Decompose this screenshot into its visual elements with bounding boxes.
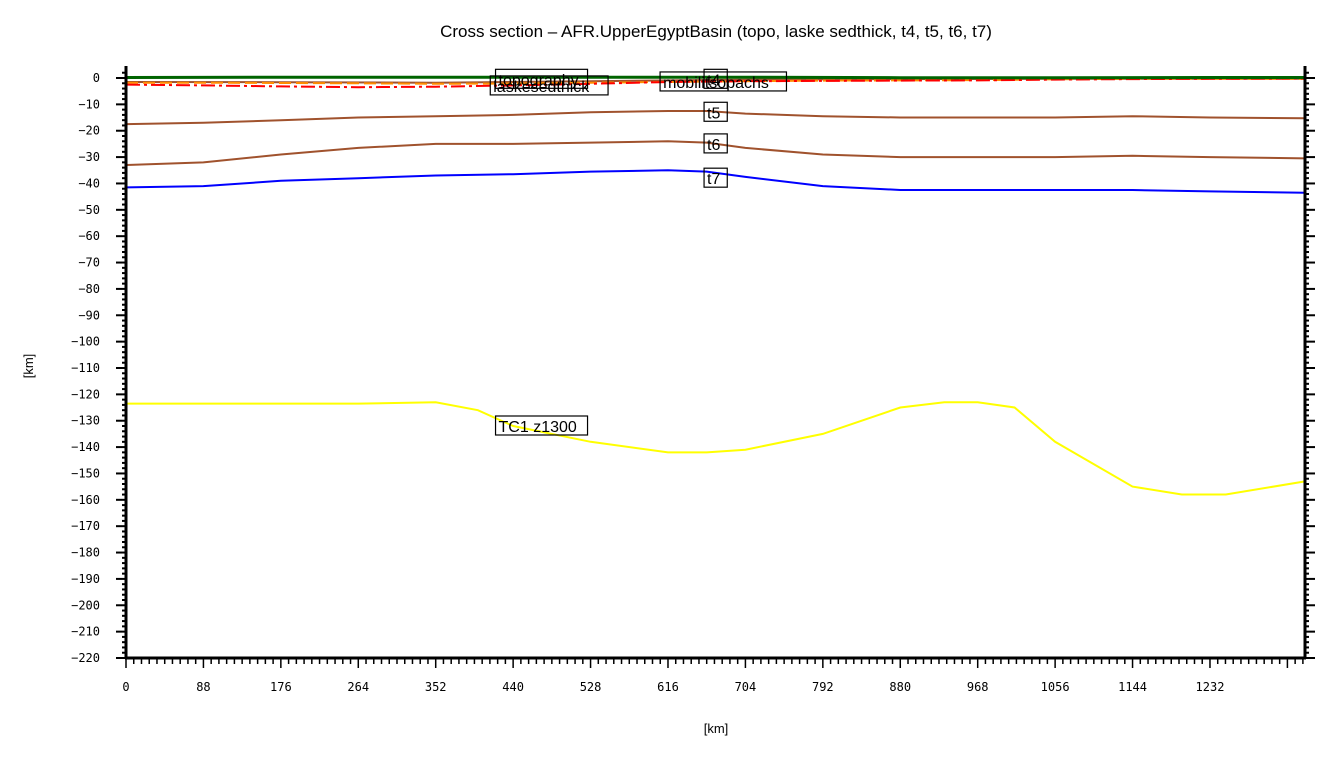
axes: 0 −10 −20 −30 −40 −50 −60 −70 −80 −90 −100 −110 −120… bbox=[71, 66, 1315, 694]
chart-title: Cross section – AFR.UpperEgyptBasin (top… bbox=[440, 22, 992, 41]
y-axis-label: [km] bbox=[21, 354, 36, 379]
series-t6 bbox=[125, 140, 1306, 166]
y-tick-label: −140 bbox=[71, 440, 100, 454]
x-tick-label: 704 bbox=[735, 680, 757, 694]
curve-label: topography bbox=[494, 68, 589, 89]
x-tick-label: 792 bbox=[812, 680, 834, 694]
y-tick-label: −20 bbox=[78, 124, 100, 138]
y-tick-label: −220 bbox=[71, 651, 100, 665]
curve-label: t4 bbox=[703, 68, 728, 89]
x-tick-label: 440 bbox=[502, 680, 524, 694]
curve-label: mobilitsopachs bbox=[659, 71, 788, 92]
y-tick-label: −90 bbox=[78, 308, 100, 322]
x-axis-label: [km] bbox=[704, 721, 729, 736]
y-tick-label: −60 bbox=[78, 229, 100, 243]
y-tick-label: −10 bbox=[78, 97, 100, 111]
plot-background bbox=[126, 73, 1305, 658]
svg-text:t7: t7 bbox=[707, 171, 720, 188]
y-tick-label: −80 bbox=[78, 282, 100, 296]
series-topography bbox=[125, 75, 1305, 80]
y-tick-label: −70 bbox=[78, 256, 100, 270]
svg-text:t5: t5 bbox=[707, 105, 720, 122]
y-tick-label: −120 bbox=[71, 387, 100, 401]
y-tick-label: −190 bbox=[71, 572, 100, 586]
svg-text:TC1 z1300: TC1 z1300 bbox=[499, 419, 577, 436]
curve-label: t5 bbox=[703, 101, 728, 122]
x-tick-label: 528 bbox=[580, 680, 602, 694]
curve-label: laskesedthick bbox=[489, 75, 609, 96]
series-layer bbox=[125, 75, 1306, 496]
x-tick-label: 1056 bbox=[1041, 680, 1070, 694]
y-tick-label: −170 bbox=[71, 519, 100, 533]
y-tick-label: −150 bbox=[71, 466, 100, 480]
x-tick-label: 1232 bbox=[1196, 680, 1225, 694]
series-laskesedthick bbox=[125, 77, 1306, 89]
series-t7 bbox=[125, 169, 1306, 194]
y-tick-label: −30 bbox=[78, 150, 100, 164]
x-tick-label: 880 bbox=[889, 680, 911, 694]
svg-text:t4: t4 bbox=[707, 72, 720, 89]
series-t5 bbox=[125, 110, 1306, 126]
y-tick-label: −210 bbox=[71, 625, 100, 639]
svg-text:t6: t6 bbox=[707, 137, 720, 154]
svg-text:topography: topography bbox=[499, 72, 579, 89]
y-tick-label: −160 bbox=[71, 493, 100, 507]
curve-label: t7 bbox=[703, 167, 728, 188]
x-tick-label: 264 bbox=[347, 680, 369, 694]
x-tick-label: 968 bbox=[967, 680, 989, 694]
x-tick-label: 352 bbox=[425, 680, 447, 694]
series-tc1-z1300 bbox=[126, 401, 1306, 496]
svg-text:laskesedthick: laskesedthick bbox=[493, 79, 590, 96]
y-tick-label: 0 bbox=[93, 71, 100, 85]
y-tick-label: −180 bbox=[71, 546, 100, 560]
x-tick-label: 1144 bbox=[1118, 680, 1147, 694]
x-tick-label: 176 bbox=[270, 680, 292, 694]
x-tick-label: 88 bbox=[196, 680, 210, 694]
curve-label: TC1 z1300 bbox=[494, 415, 589, 436]
y-tick-label: −40 bbox=[78, 176, 100, 190]
svg-text:mobilitsopachs: mobilitsopachs bbox=[663, 75, 769, 92]
y-tick-label: −200 bbox=[71, 598, 100, 612]
y-tick-label: −110 bbox=[71, 361, 100, 375]
x-tick-label: 0 bbox=[122, 680, 129, 694]
x-tick-label: 616 bbox=[657, 680, 679, 694]
y-tick-label: −50 bbox=[78, 203, 100, 217]
y-tick-label: −100 bbox=[71, 335, 100, 349]
curve-label: t6 bbox=[703, 133, 728, 154]
y-tick-label: −130 bbox=[71, 414, 100, 428]
